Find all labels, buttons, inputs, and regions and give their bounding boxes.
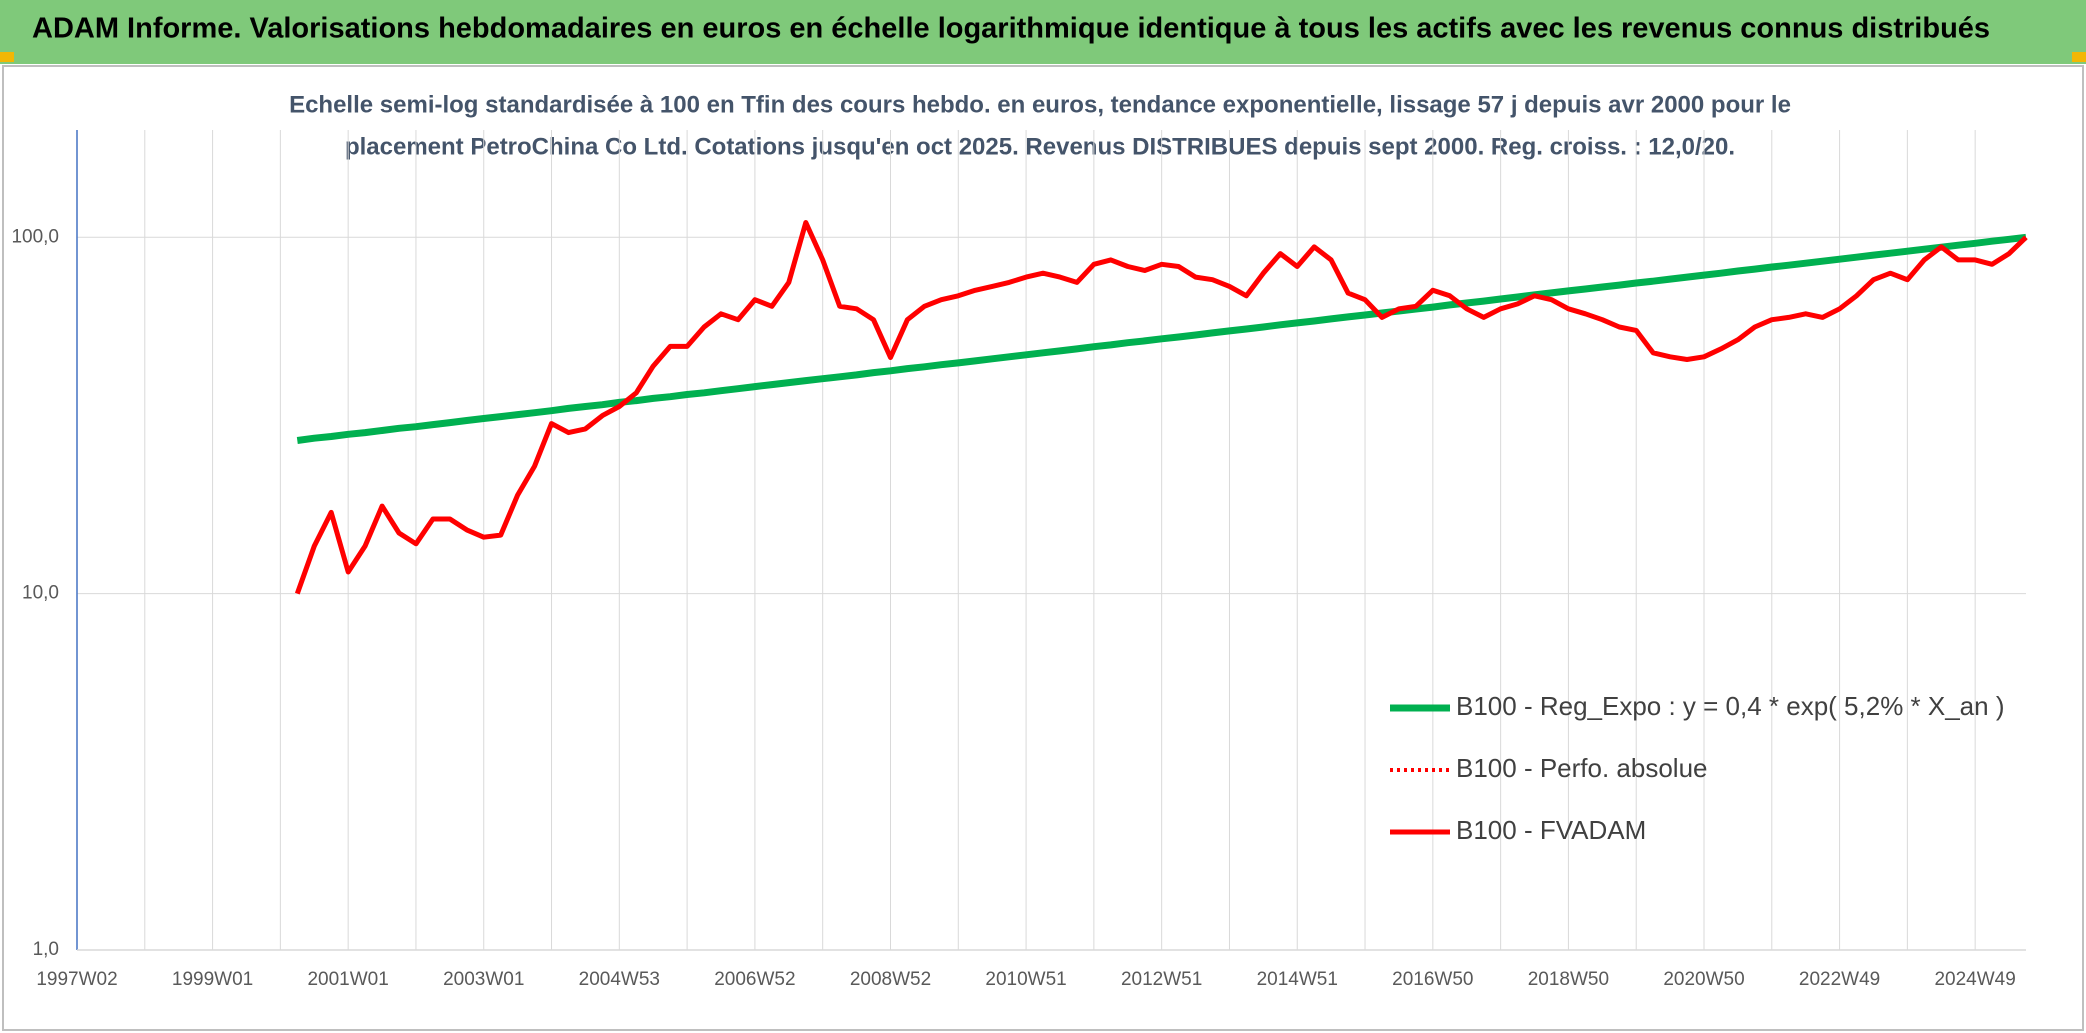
corner-mark xyxy=(2072,52,2086,62)
x-tick-label: 2016W50 xyxy=(1392,969,1473,990)
series-line xyxy=(296,233,2027,444)
y-tick-label: 1,0 xyxy=(33,939,59,960)
legend-label: B100 - Reg_Expo : y = 0,4 * exp( 5,2% * … xyxy=(1456,691,2005,721)
x-tick-label: 2018W50 xyxy=(1528,969,1609,990)
x-tick-label: 2001W01 xyxy=(307,969,388,990)
chart-subtitle: Echelle semi-log standardisée à 100 en T… xyxy=(289,91,1791,118)
x-tick-label: 2006W52 xyxy=(714,969,795,990)
y-tick-label: 100,0 xyxy=(11,226,59,247)
x-tick-label: 1997W02 xyxy=(36,969,117,990)
x-tick-label: 2003W01 xyxy=(443,969,524,990)
x-tick-label: 2024W49 xyxy=(1934,969,2015,990)
legend-label: B100 - Perfo. absolue xyxy=(1456,753,1708,783)
corner-mark xyxy=(0,52,14,62)
legend-label: B100 - FVADAM xyxy=(1456,815,1646,845)
chart-subtitle: placement PetroChina Co Ltd. Cotations j… xyxy=(345,133,1735,160)
x-tick-label: 1999W01 xyxy=(172,969,253,990)
series-line xyxy=(294,220,2028,595)
page-title: ADAM Informe. Valorisations hebdomadaire… xyxy=(32,13,1990,45)
x-tick-label: 2012W51 xyxy=(1121,969,1202,990)
x-tick-label: 2004W53 xyxy=(579,969,660,990)
x-tick-label: 2008W52 xyxy=(850,969,931,990)
x-tick-label: 2010W51 xyxy=(985,969,1066,990)
y-tick-label: 10,0 xyxy=(22,583,59,604)
header-bar xyxy=(0,0,2086,64)
x-tick-label: 2022W49 xyxy=(1799,969,1880,990)
chart-frame xyxy=(2,65,2084,1031)
x-tick-label: 2014W51 xyxy=(1257,969,1338,990)
x-tick-label: 2020W50 xyxy=(1663,969,1744,990)
